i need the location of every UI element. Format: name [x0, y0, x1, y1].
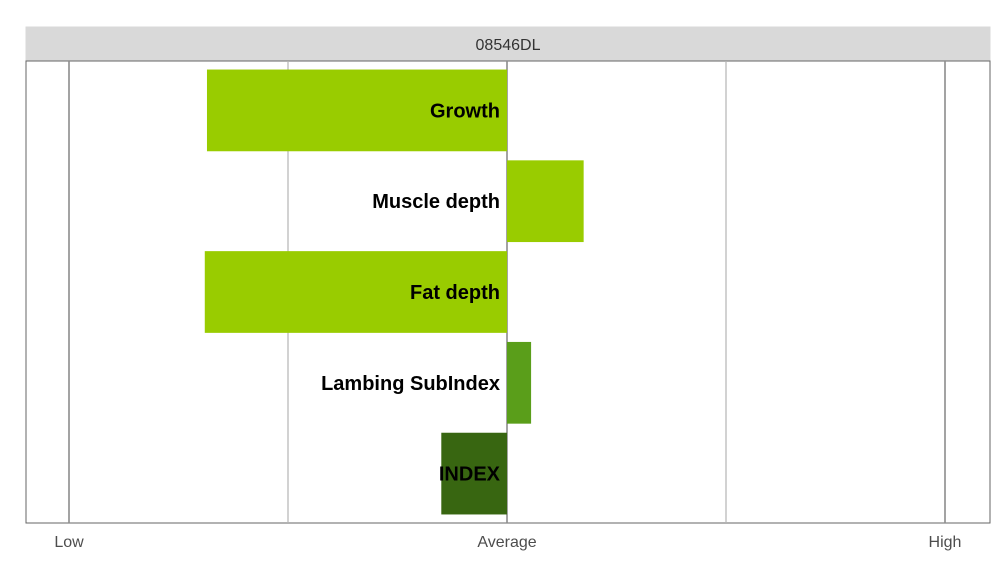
bar-fat-depth — [204, 251, 507, 333]
bar-label-fat-depth: Fat depth — [410, 282, 500, 304]
bar-labels: Growth Muscle depth Fat depth Lambing SubIn… — [321, 100, 501, 485]
chart-title: 08546DL — [476, 37, 541, 54]
bar-lambing-subindex — [507, 341, 532, 424]
x-tick-label-high: High — [929, 534, 962, 551]
plot-panel — [25, 60, 991, 524]
panel-strip — [25, 26, 991, 62]
bar-label-growth: Growth — [430, 100, 500, 122]
bar-growth — [206, 69, 507, 152]
bar-label-lambing-subindex: Lambing SubIndex — [321, 373, 500, 395]
x-tick-label-low: Low — [54, 534, 84, 551]
x-axis-ticks: Low Average High — [54, 534, 961, 551]
bar-muscle-depth — [507, 160, 584, 243]
bar-label-muscle-depth: Muscle depth — [372, 191, 500, 213]
bars — [204, 69, 584, 515]
bar-index — [441, 432, 507, 515]
x-tick-label-average: Average — [477, 534, 536, 551]
bar-label-index: INDEX — [439, 464, 501, 486]
